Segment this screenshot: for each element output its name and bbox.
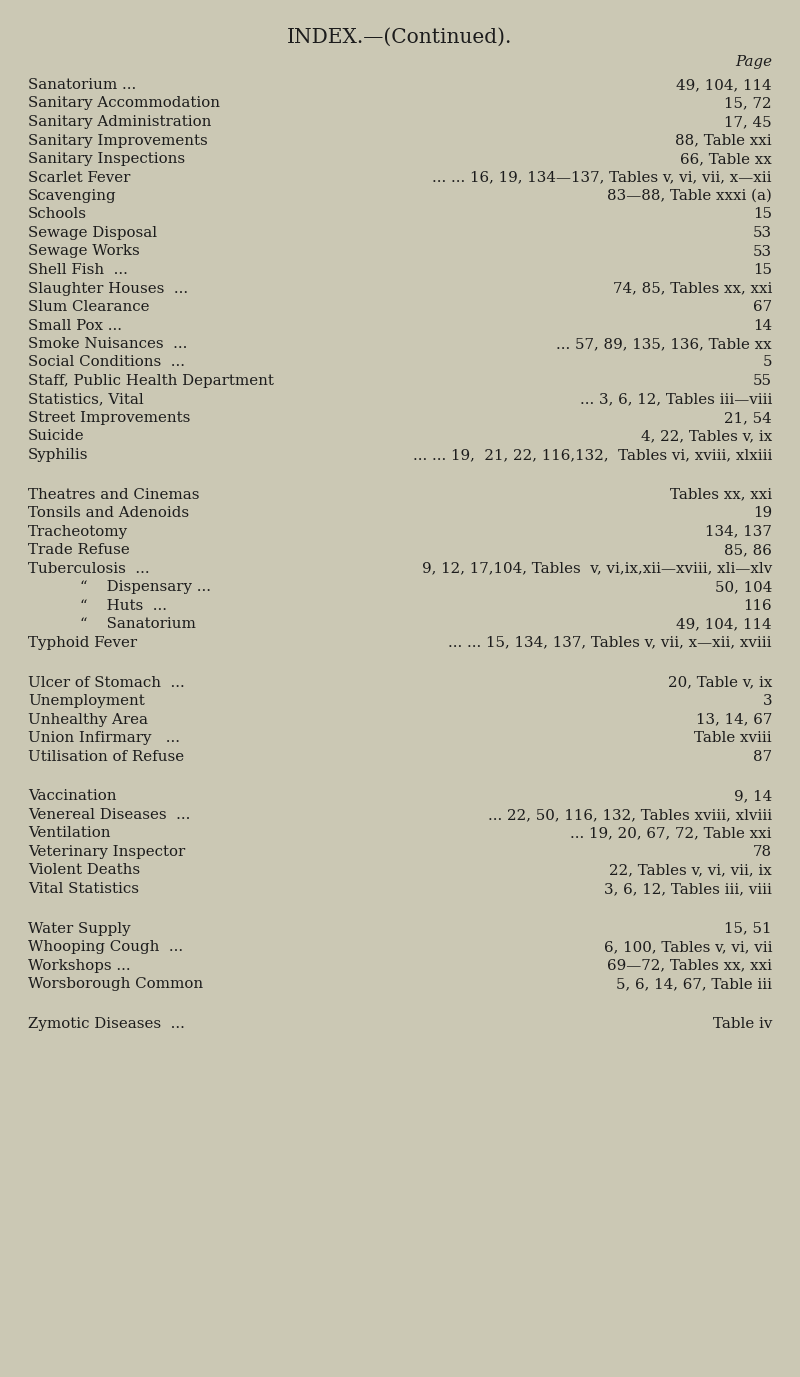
Text: 22, Tables v, vi, vii, ix: 22, Tables v, vi, vii, ix — [610, 863, 772, 877]
Text: Slum Clearance: Slum Clearance — [28, 300, 150, 314]
Text: 3, 6, 12, Tables iii, viii: 3, 6, 12, Tables iii, viii — [604, 881, 772, 896]
Text: 134, 137: 134, 137 — [705, 525, 772, 538]
Text: Zymotic Diseases  ...: Zymotic Diseases ... — [28, 1016, 185, 1031]
Text: ... ... 16, 19, 134—137, Tables v, vi, vii, x—xii: ... ... 16, 19, 134—137, Tables v, vi, v… — [433, 171, 772, 185]
Text: Slaughter Houses  ...: Slaughter Houses ... — [28, 281, 188, 296]
Text: 17, 45: 17, 45 — [724, 116, 772, 129]
Text: Trade Refuse: Trade Refuse — [28, 544, 130, 558]
Text: Scarlet Fever: Scarlet Fever — [28, 171, 130, 185]
Text: Sanitary Improvements: Sanitary Improvements — [28, 134, 208, 147]
Text: Venereal Diseases  ...: Venereal Diseases ... — [28, 808, 190, 822]
Text: Unemployment: Unemployment — [28, 694, 145, 708]
Text: Tables xx, xxi: Tables xx, xxi — [670, 487, 772, 501]
Text: Theatres and Cinemas: Theatres and Cinemas — [28, 487, 199, 501]
Text: Ventilation: Ventilation — [28, 826, 110, 840]
Text: Utilisation of Refuse: Utilisation of Refuse — [28, 749, 184, 764]
Text: “    Sanatorium: “ Sanatorium — [80, 617, 196, 631]
Text: ... 57, 89, 135, 136, Table xx: ... 57, 89, 135, 136, Table xx — [556, 337, 772, 351]
Text: “    Huts  ...: “ Huts ... — [80, 599, 167, 613]
Text: 87: 87 — [753, 749, 772, 764]
Text: Sewage Works: Sewage Works — [28, 245, 140, 259]
Text: 21, 54: 21, 54 — [724, 410, 772, 425]
Text: 5: 5 — [762, 355, 772, 369]
Text: 15: 15 — [753, 208, 772, 222]
Text: Vaccination: Vaccination — [28, 789, 117, 803]
Text: 15: 15 — [753, 263, 772, 277]
Text: Violent Deaths: Violent Deaths — [28, 863, 140, 877]
Text: 49, 104, 114: 49, 104, 114 — [676, 78, 772, 92]
Text: Table iv: Table iv — [713, 1016, 772, 1031]
Text: ... ... 15, 134, 137, Tables v, vii, x—xii, xviii: ... ... 15, 134, 137, Tables v, vii, x—x… — [449, 636, 772, 650]
Text: Sanitary Administration: Sanitary Administration — [28, 116, 211, 129]
Text: 85, 86: 85, 86 — [724, 544, 772, 558]
Text: 3: 3 — [762, 694, 772, 708]
Text: Smoke Nuisances  ...: Smoke Nuisances ... — [28, 337, 187, 351]
Text: 20, Table v, ix: 20, Table v, ix — [668, 676, 772, 690]
Text: Syphilis: Syphilis — [28, 448, 89, 463]
Text: ... 3, 6, 12, Tables iii—viii: ... 3, 6, 12, Tables iii—viii — [580, 392, 772, 406]
Text: Vital Statistics: Vital Statistics — [28, 881, 139, 896]
Text: 14: 14 — [753, 318, 772, 332]
Text: 15, 72: 15, 72 — [724, 96, 772, 110]
Text: “    Dispensary ...: “ Dispensary ... — [80, 580, 211, 595]
Text: Veterinary Inspector: Veterinary Inspector — [28, 845, 186, 859]
Text: 67: 67 — [753, 300, 772, 314]
Text: 13, 14, 67: 13, 14, 67 — [696, 712, 772, 727]
Text: Small Pox ...: Small Pox ... — [28, 318, 122, 332]
Text: 53: 53 — [753, 226, 772, 240]
Text: 5, 6, 14, 67, Table iii: 5, 6, 14, 67, Table iii — [616, 978, 772, 991]
Text: Worsborough Common: Worsborough Common — [28, 978, 203, 991]
Text: ... ... 19,  21, 22, 116,132,  Tables vi, xviii, xlxiii: ... ... 19, 21, 22, 116,132, Tables vi, … — [413, 448, 772, 463]
Text: 53: 53 — [753, 245, 772, 259]
Text: 83—88, Table xxxi (a): 83—88, Table xxxi (a) — [607, 189, 772, 202]
Text: 50, 104: 50, 104 — [714, 580, 772, 595]
Text: ... 19, 20, 67, 72, Table xxi: ... 19, 20, 67, 72, Table xxi — [570, 826, 772, 840]
Text: Shell Fish  ...: Shell Fish ... — [28, 263, 128, 277]
Text: Sanitary Accommodation: Sanitary Accommodation — [28, 96, 220, 110]
Text: Suicide: Suicide — [28, 430, 85, 443]
Text: 66, Table xx: 66, Table xx — [680, 151, 772, 167]
Text: Statistics, Vital: Statistics, Vital — [28, 392, 144, 406]
Text: Sanatorium ...: Sanatorium ... — [28, 78, 136, 92]
Text: 74, 85, Tables xx, xxi: 74, 85, Tables xx, xxi — [613, 281, 772, 296]
Text: 9, 14: 9, 14 — [734, 789, 772, 803]
Text: Staff, Public Health Department: Staff, Public Health Department — [28, 375, 274, 388]
Text: 4, 22, Tables v, ix: 4, 22, Tables v, ix — [641, 430, 772, 443]
Text: Social Conditions  ...: Social Conditions ... — [28, 355, 185, 369]
Text: Workshops ...: Workshops ... — [28, 958, 130, 972]
Text: Union Infirmary   ...: Union Infirmary ... — [28, 731, 180, 745]
Text: 15, 51: 15, 51 — [725, 921, 772, 935]
Text: Unhealthy Area: Unhealthy Area — [28, 712, 148, 727]
Text: 78: 78 — [753, 845, 772, 859]
Text: Sewage Disposal: Sewage Disposal — [28, 226, 157, 240]
Text: 116: 116 — [743, 599, 772, 613]
Text: INDEX.—(Continued).: INDEX.—(Continued). — [287, 28, 513, 47]
Text: 6, 100, Tables v, vi, vii: 6, 100, Tables v, vi, vii — [603, 940, 772, 954]
Text: Water Supply: Water Supply — [28, 921, 130, 935]
Text: Table xviii: Table xviii — [694, 731, 772, 745]
Text: Tracheotomy: Tracheotomy — [28, 525, 128, 538]
Text: 19: 19 — [753, 507, 772, 521]
Text: Ulcer of Stomach  ...: Ulcer of Stomach ... — [28, 676, 185, 690]
Text: 49, 104, 114: 49, 104, 114 — [676, 617, 772, 631]
Text: Tuberculosis  ...: Tuberculosis ... — [28, 562, 150, 576]
Text: Tonsils and Adenoids: Tonsils and Adenoids — [28, 507, 189, 521]
Text: 69—72, Tables xx, xxi: 69—72, Tables xx, xxi — [607, 958, 772, 972]
Text: Typhoid Fever: Typhoid Fever — [28, 636, 137, 650]
Text: Scavenging: Scavenging — [28, 189, 117, 202]
Text: Whooping Cough  ...: Whooping Cough ... — [28, 940, 183, 954]
Text: Sanitary Inspections: Sanitary Inspections — [28, 151, 185, 167]
Text: ... 22, 50, 116, 132, Tables xviii, xlviii: ... 22, 50, 116, 132, Tables xviii, xlvi… — [488, 808, 772, 822]
Text: Street Improvements: Street Improvements — [28, 410, 190, 425]
Text: Schools: Schools — [28, 208, 87, 222]
Text: 9, 12, 17,104, Tables  v, vi,ix,xii—xviii, xli—xlv: 9, 12, 17,104, Tables v, vi,ix,xii—xviii… — [422, 562, 772, 576]
Text: 55: 55 — [753, 375, 772, 388]
Text: 88, Table xxi: 88, Table xxi — [675, 134, 772, 147]
Text: Page: Page — [735, 55, 772, 69]
